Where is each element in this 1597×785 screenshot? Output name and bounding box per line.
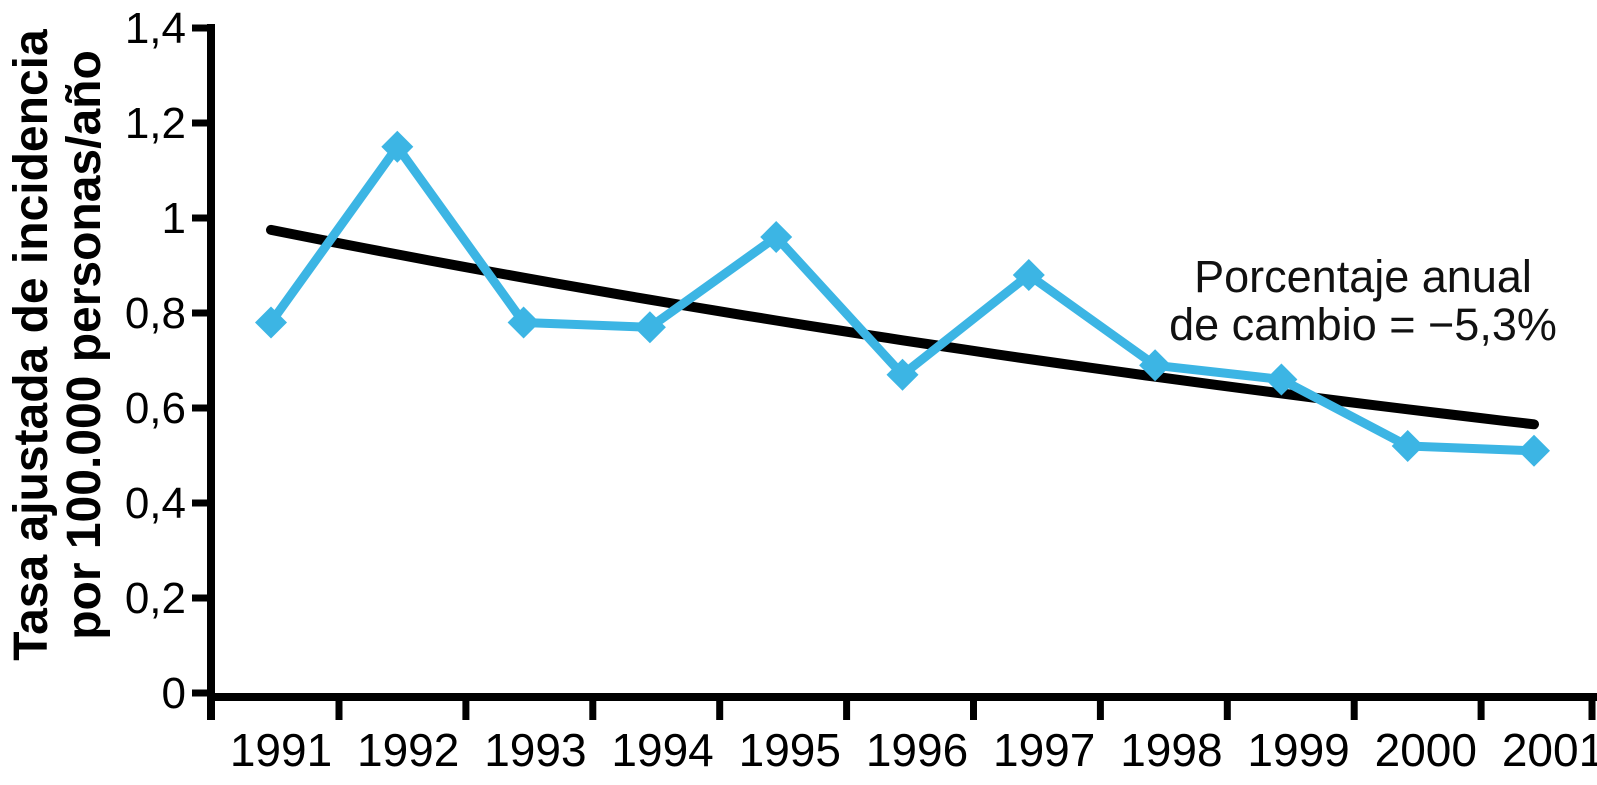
y-tick-label: 1 <box>162 194 186 243</box>
data-point-marker <box>760 221 793 253</box>
data-point-marker <box>507 306 540 339</box>
x-tick-label: 1994 <box>611 724 713 776</box>
y-tick-label: 0,4 <box>125 479 186 528</box>
data-point-marker <box>1139 349 1172 382</box>
y-axis-title-line2: por 100.000 personas/año <box>58 50 111 640</box>
x-tick-label: 1993 <box>484 724 586 776</box>
data-point-marker <box>633 311 666 344</box>
x-tick-label: 1998 <box>1120 724 1222 776</box>
trend-annotation: Porcentaje anual de cambio = −5,3% <box>1163 253 1563 349</box>
y-tick-label: 0,6 <box>125 384 186 433</box>
data-point-marker <box>886 358 919 391</box>
data-point-marker <box>1265 363 1298 396</box>
y-tick-label: 0,8 <box>125 289 186 338</box>
data-point-marker <box>1391 430 1424 462</box>
y-axis-title-line1: Tasa ajustada de incidencia <box>5 29 58 661</box>
data-point-marker <box>255 306 287 339</box>
x-tick-label: 2000 <box>1375 724 1477 776</box>
y-tick-label: 1,4 <box>125 4 186 53</box>
trend-annotation-line2: de cambio = −5,3% <box>1169 299 1557 350</box>
x-tick-label: 1992 <box>357 724 459 776</box>
x-tick-label: 1996 <box>866 724 968 776</box>
y-tick-label: 1,2 <box>125 99 186 148</box>
y-axis-title: Tasa ajustada de incidencia por 100.000 … <box>5 0 111 725</box>
trend-annotation-line1: Porcentaje anual <box>1194 251 1532 302</box>
data-point-marker <box>1012 259 1045 291</box>
y-tick-label: 0,2 <box>125 574 186 623</box>
x-tick-label: 1997 <box>993 724 1095 776</box>
data-point-marker <box>1518 434 1550 467</box>
x-tick-label: 1991 <box>230 724 332 776</box>
x-tick-label: 1995 <box>739 724 841 776</box>
y-tick-label: 0 <box>162 669 186 718</box>
x-tick-label: 2001 <box>1502 724 1597 776</box>
x-tick-label: 1999 <box>1247 724 1349 776</box>
data-point-marker <box>381 130 414 163</box>
